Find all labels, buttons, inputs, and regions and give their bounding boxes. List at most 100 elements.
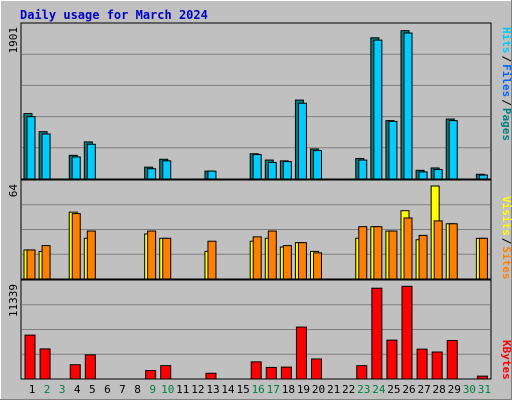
x-tick-label: 12 <box>191 383 204 396</box>
sites-bar <box>147 230 157 280</box>
x-tick-label: 27 <box>417 383 430 396</box>
x-tick-label: 4 <box>74 383 81 396</box>
hits-bar <box>313 150 323 180</box>
hits-bar <box>297 102 307 180</box>
x-tick-label: 14 <box>221 383 235 396</box>
hits-bar <box>403 32 413 180</box>
hits-bar <box>86 143 96 180</box>
x-tick-label: 7 <box>119 383 126 396</box>
kbytes-panel-max-label: 11339 <box>7 284 20 317</box>
kbytes-panel-legend: KBytes <box>500 340 512 380</box>
legend-files: Files <box>500 64 512 97</box>
sites-bar <box>478 237 488 280</box>
sites-bar <box>313 252 323 280</box>
kbytes-bar <box>265 366 277 380</box>
kbytes-bar <box>250 361 262 380</box>
kbytes-bar <box>84 354 96 380</box>
hits-bar <box>147 168 157 180</box>
x-tick-label: 6 <box>104 383 111 396</box>
x-tick-label: 10 <box>161 383 174 396</box>
hits-bar <box>433 169 443 180</box>
kbytes-bar <box>160 365 172 380</box>
kbytes-bar <box>69 364 81 380</box>
x-tick-label: 19 <box>297 383 310 396</box>
kbytes-bar <box>280 366 292 380</box>
hits-bar <box>388 120 398 180</box>
hits-bar <box>478 174 488 180</box>
hits-bar <box>267 161 277 180</box>
legend-pages: Pages <box>500 108 512 141</box>
x-tick-label: 24 <box>372 383 386 396</box>
x-tick-label: 13 <box>206 383 219 396</box>
sites-bar <box>86 230 96 280</box>
sites-bar <box>388 230 398 280</box>
x-tick-label: 8 <box>134 383 141 396</box>
x-axis: 1 2 3 4 5 6 7 8 9 10 11 12 13 14 15 16 17 18 19 20 21 22 23 24 2… <box>29 383 491 396</box>
x-tick-label: 15 <box>236 383 249 396</box>
kbytes-bar <box>205 372 217 380</box>
x-tick-label: 31 <box>478 383 491 396</box>
hits-bar <box>71 156 81 180</box>
hits-panel-legend: Hits/Files/Pages <box>500 27 512 141</box>
sites-bar <box>282 245 292 280</box>
kbytes-bar <box>401 285 413 380</box>
x-tick-label: 9 <box>149 383 156 396</box>
sites-bar <box>71 213 81 280</box>
kbytes-bar <box>356 365 368 380</box>
kbytes-bar <box>386 339 398 380</box>
x-tick-label: 29 <box>448 383 461 396</box>
x-tick-label: 3 <box>59 383 66 396</box>
kbytes-bar <box>145 370 157 380</box>
x-tick-label: 23 <box>357 383 370 396</box>
x-tick-label: 18 <box>282 383 295 396</box>
kbytes-bar <box>24 334 36 380</box>
sites-bar <box>26 249 36 280</box>
kbytes-bar <box>476 375 488 380</box>
sites-bar <box>373 226 383 280</box>
x-tick-label: 17 <box>267 383 280 396</box>
x-tick-label: 25 <box>387 383 400 396</box>
kbytes-bar <box>446 340 458 380</box>
x-tick-label: 30 <box>463 383 476 396</box>
legend-kbytes: KBytes <box>500 340 512 380</box>
kbytes-bar <box>311 358 323 380</box>
svg-text:Visits/Sites: Visits/Sites <box>500 196 512 280</box>
sites-bar <box>418 234 428 280</box>
hits-panel-max-label: 1901 <box>7 27 20 54</box>
x-tick-label: 11 <box>176 383 189 396</box>
hits-panel-bars <box>23 30 488 180</box>
hits-bar <box>252 154 262 180</box>
hits-bar <box>418 171 428 180</box>
sites-bar <box>403 217 413 280</box>
hits-bar <box>41 133 51 180</box>
visits-panel-max-label: 64 <box>7 184 20 198</box>
hits-bar <box>373 39 383 180</box>
hits-bar <box>358 159 368 180</box>
hits-bar <box>162 160 172 180</box>
sites-bar <box>267 230 277 280</box>
sites-bar <box>207 240 217 280</box>
hits-bar <box>282 161 292 180</box>
kbytes-bar <box>416 348 428 380</box>
x-tick-label: 21 <box>327 383 340 396</box>
visits-panel-legend: Visits/Sites <box>500 196 512 280</box>
legend-visits: Visits <box>500 196 512 236</box>
kbytes-bar <box>295 326 307 380</box>
sites-bar <box>297 242 307 280</box>
svg-text:Hits/Files/Pages: Hits/Files/Pages <box>500 27 512 141</box>
legend-sites: Sites <box>500 246 512 279</box>
sites-bar <box>448 223 458 280</box>
kbytes-panel-bars <box>24 285 488 380</box>
x-tick-label: 5 <box>89 383 96 396</box>
x-tick-label: 22 <box>342 383 355 396</box>
sites-bar <box>41 245 51 280</box>
kbytes-bar <box>371 287 383 380</box>
hits-panel <box>20 22 492 180</box>
sites-bar <box>162 237 172 280</box>
kbytes-bar <box>39 348 51 380</box>
chart-title: Daily usage for March 2024 <box>20 8 208 22</box>
x-tick-label: 16 <box>252 383 265 396</box>
sites-bar <box>358 226 368 280</box>
hits-bar <box>207 170 217 180</box>
x-tick-label: 2 <box>44 383 51 396</box>
